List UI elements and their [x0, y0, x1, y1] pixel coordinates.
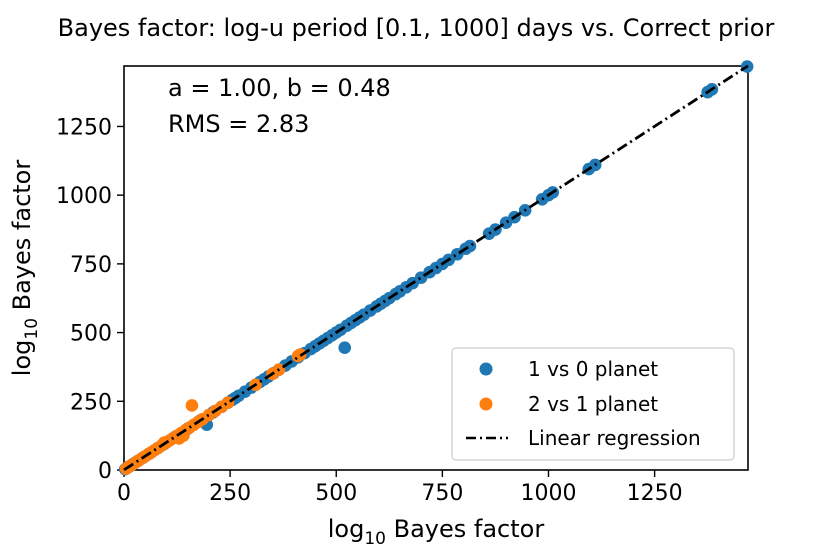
y-tick-label: 750 — [70, 253, 112, 278]
regression-line — [123, 64, 749, 472]
annotation-rms: RMS = 2.83 — [168, 110, 309, 138]
x-axis-label: log10 Bayes factor — [328, 515, 545, 549]
chart-title: Bayes factor: log-u period [0.1, 1000] d… — [58, 14, 775, 42]
x-tick-label: 0 — [117, 481, 131, 506]
legend-marker-2-vs-1 — [479, 397, 493, 411]
y-tick-label: 1000 — [56, 184, 112, 209]
y-tick-label: 250 — [70, 390, 112, 415]
legend: 1 vs 0 planet 2 vs 1 planet Linear regre… — [451, 347, 735, 461]
scatter-point-series-0 — [338, 341, 352, 355]
y-axis-label: log10 Bayes factor — [8, 160, 42, 377]
regression-line-group — [123, 64, 749, 472]
legend-label-regression: Linear regression — [528, 426, 701, 450]
x-tick-label: 500 — [315, 481, 357, 506]
scatter-point-series-0 — [463, 239, 477, 253]
x-tick-label: 1250 — [627, 481, 683, 506]
y-tick-label: 500 — [70, 322, 112, 347]
x-tick-label: 1000 — [520, 481, 576, 506]
annotation-coefficients: a = 1.00, b = 0.48 — [168, 74, 391, 102]
legend-box — [451, 347, 735, 461]
legend-label-1-vs-0: 1 vs 0 planet — [528, 357, 658, 381]
axis-ticks: 0 250 500 750 1000 1250 0 250 500 750 1000 1250 — [56, 115, 683, 506]
x-tick-label: 250 — [209, 481, 251, 506]
scatter-point-series-1 — [185, 399, 199, 412]
legend-label-2-vs-1: 2 vs 1 planet — [528, 392, 658, 416]
x-tick-label: 750 — [421, 481, 463, 506]
legend-marker-1-vs-0 — [479, 362, 493, 376]
y-tick-label: 0 — [98, 459, 112, 484]
y-tick-label: 1250 — [56, 115, 112, 140]
